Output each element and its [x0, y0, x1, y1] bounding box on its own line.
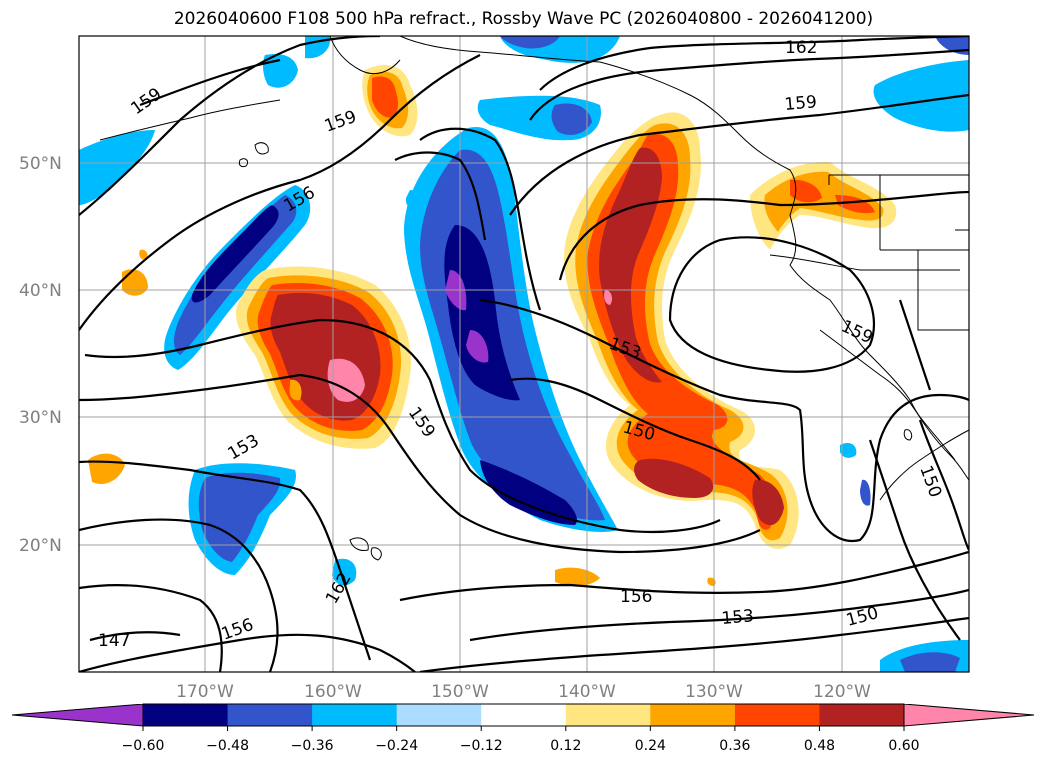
contour-label: 153	[721, 606, 755, 629]
contour-label: 162	[785, 38, 817, 58]
lon-label-140w: 140°W	[558, 682, 616, 702]
colorbar-tick-label: 0.36	[719, 738, 750, 754]
lat-label-30n: 30°N	[19, 408, 62, 428]
colorbar-extend-low	[12, 704, 143, 726]
lat-label-50n: 50°N	[19, 154, 62, 174]
colorbar-tick-label: −0.12	[460, 738, 503, 754]
colorbar-tick-label: −0.24	[375, 738, 418, 754]
colorbar-tick-label: −0.36	[291, 738, 334, 754]
colorbar-tick-label: −0.60	[122, 738, 165, 754]
refractivity-contours	[79, 36, 969, 672]
colorbar-tick-label: 0.12	[550, 738, 581, 754]
negative-anomaly-northwest	[79, 130, 155, 205]
colorbar: −0.60 −0.48 −0.36 −0.24 −0.12 0.12 0.24 0.36 0.4…	[11, 703, 1035, 754]
colorbar-tick-label: 0.60	[888, 738, 919, 754]
lon-label-160w: 160°W	[304, 682, 362, 702]
colorbar-segment	[819, 704, 905, 726]
colorbar-tick-label: 0.24	[635, 738, 666, 754]
colorbar-ticks: −0.60 −0.48 −0.36 −0.24 −0.12 0.12 0.24 0.36 0.4…	[122, 726, 920, 754]
lat-label-20n: 20°N	[19, 536, 62, 556]
lon-label-130w: 130°W	[685, 682, 743, 702]
contour-label: 147	[98, 631, 130, 651]
colorbar-segment	[396, 704, 482, 726]
colorbar-segment	[565, 704, 651, 726]
map-frame	[78, 35, 970, 673]
anomaly-shading	[79, 36, 969, 672]
colorbar-segment	[734, 704, 820, 726]
lon-label-120w: 120°W	[813, 682, 871, 702]
colorbar-tick-label: 0.48	[804, 738, 835, 754]
graticule	[79, 36, 969, 672]
colorbar-segment	[312, 704, 398, 726]
colorbar-extend-high	[904, 704, 1034, 726]
coastlines	[99, 36, 969, 561]
longitude-labels: 170°W 160°W 150°W 140°W 130°W 120°W	[176, 682, 871, 702]
map-title: 2026040600 F108 500 hPa refract., Rossby…	[173, 9, 874, 29]
lat-label-40n: 40°N	[19, 281, 62, 301]
colorbar-segment	[481, 704, 567, 726]
latitude-labels: 50°N 40°N 30°N 20°N	[19, 154, 62, 556]
colorbar-segments	[12, 704, 1034, 726]
contour-label: 159	[784, 92, 818, 115]
colorbar-segment	[650, 704, 736, 726]
contour-label: 156	[620, 587, 652, 607]
colorbar-segment	[143, 704, 229, 726]
colorbar-segment	[227, 704, 313, 726]
colorbar-tick-label: −0.48	[206, 738, 249, 754]
lon-label-150w: 150°W	[431, 682, 489, 702]
lon-label-170w: 170°W	[176, 682, 234, 702]
